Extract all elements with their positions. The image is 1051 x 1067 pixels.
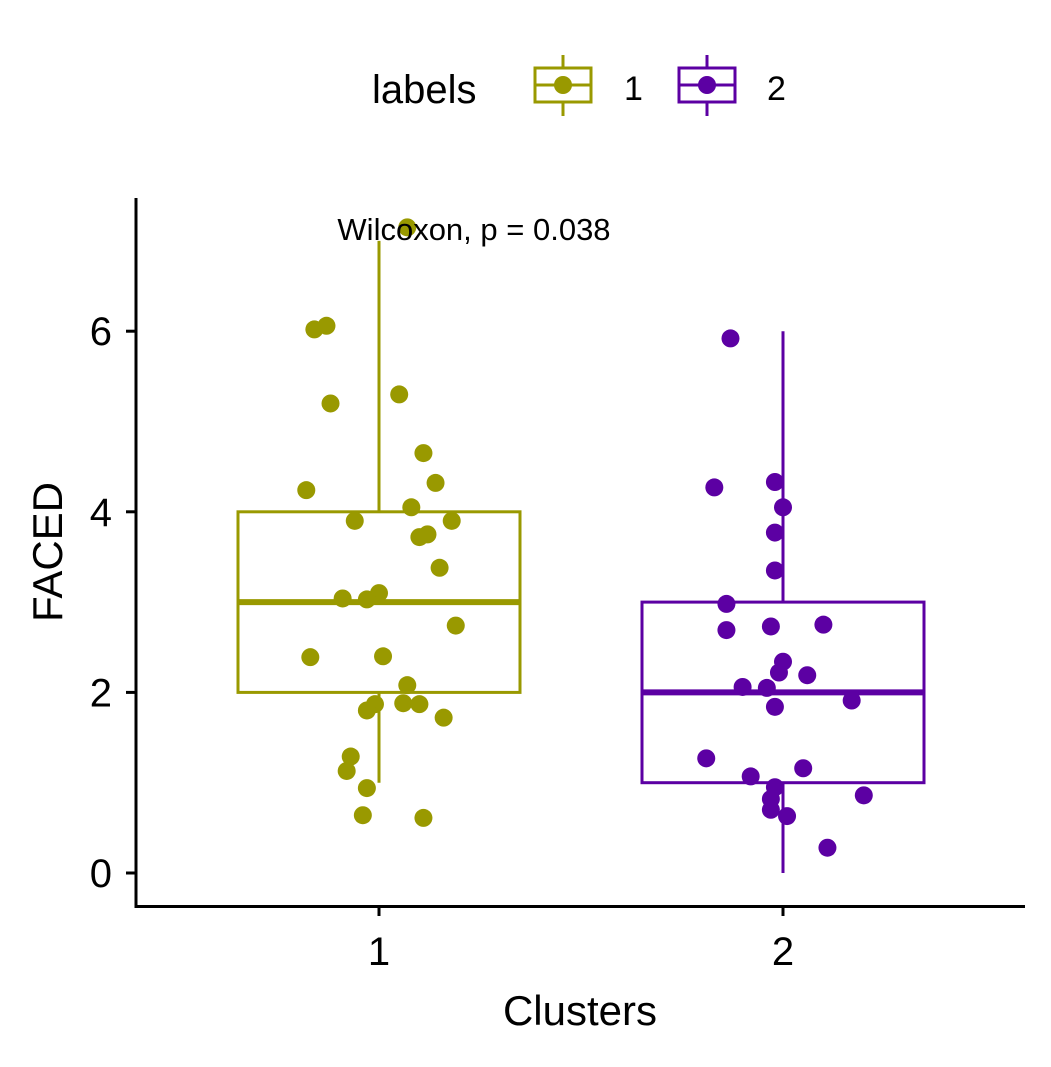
data-point — [446, 616, 465, 635]
x-tick-label: 2 — [772, 930, 794, 974]
data-point — [761, 800, 780, 819]
data-point — [345, 511, 364, 530]
data-point — [410, 528, 429, 547]
data-point — [337, 761, 356, 780]
data-point — [414, 444, 433, 463]
data-point — [717, 594, 736, 613]
data-point — [765, 561, 784, 580]
data-point — [357, 701, 376, 720]
y-tick-label: 0 — [90, 852, 112, 896]
data-point — [434, 708, 453, 727]
legend-label-2: 2 — [767, 70, 786, 108]
legend-label-1: 1 — [624, 70, 643, 108]
group-1 — [236, 218, 522, 827]
data-point — [297, 481, 316, 500]
data-point — [394, 694, 413, 713]
data-point — [414, 808, 433, 827]
data-point — [757, 678, 776, 697]
data-point — [765, 523, 784, 542]
plot-area — [236, 218, 926, 873]
data-point — [769, 663, 788, 682]
data-point — [341, 747, 360, 766]
data-point — [398, 676, 417, 695]
legend-key-point — [698, 76, 716, 94]
data-point — [697, 749, 716, 768]
data-point — [357, 779, 376, 798]
data-point — [301, 648, 320, 667]
data-point — [410, 695, 429, 714]
data-point — [854, 786, 873, 805]
legend-key-1 — [533, 55, 593, 116]
data-point — [317, 316, 336, 335]
y-tick-label: 6 — [90, 310, 112, 354]
data-point — [741, 767, 760, 786]
wilcoxon-annotation: Wilcoxon, p = 0.038 — [337, 212, 610, 247]
data-point — [765, 473, 784, 492]
group-2 — [640, 329, 926, 873]
data-point — [761, 617, 780, 636]
y-tick-label: 4 — [90, 491, 112, 535]
data-point — [333, 589, 352, 608]
data-point — [705, 478, 724, 497]
data-point — [402, 498, 421, 517]
data-point — [721, 329, 740, 348]
data-point — [442, 511, 461, 530]
legend: labels 1 2 — [372, 55, 786, 116]
data-point — [430, 558, 449, 577]
data-point — [818, 838, 837, 857]
data-point — [842, 691, 861, 710]
x-axis-title: Clusters — [503, 987, 657, 1034]
y-axis-ticks: 0 2 4 6 — [90, 310, 136, 896]
legend-key-2 — [677, 55, 737, 116]
x-tick-label: 1 — [368, 930, 390, 974]
data-point — [798, 666, 817, 685]
y-tick-label: 2 — [90, 671, 112, 715]
data-point — [733, 677, 752, 696]
legend-keys — [533, 55, 737, 116]
data-point — [374, 647, 393, 666]
data-point — [778, 807, 797, 826]
data-point — [398, 218, 417, 237]
data-point — [794, 759, 813, 778]
data-point — [426, 473, 445, 492]
data-point — [357, 590, 376, 609]
data-point — [814, 615, 833, 634]
legend-title: labels — [372, 68, 477, 112]
data-point — [774, 498, 792, 517]
data-point — [765, 697, 784, 716]
y-axis-title: FACED — [24, 482, 71, 622]
data-point — [390, 385, 409, 404]
data-point — [321, 394, 340, 413]
data-point — [353, 806, 372, 825]
legend-key-point — [554, 76, 572, 94]
data-point — [717, 621, 736, 640]
